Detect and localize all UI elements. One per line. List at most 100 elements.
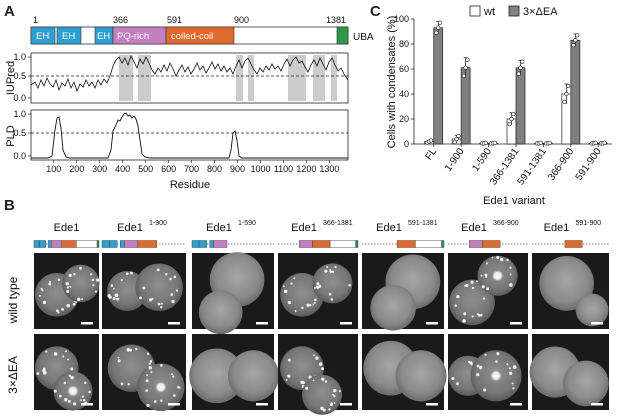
condensate-blob [491, 269, 504, 282]
pld-xtick-label: 1000 [250, 164, 270, 174]
schematic-segment [213, 240, 228, 248]
condensate-punctum [314, 298, 317, 302]
condensate-blob [154, 381, 167, 394]
yeast-cell [312, 263, 353, 304]
condensate-punctum [92, 284, 95, 287]
pld-xtick-label: 1100 [274, 164, 293, 174]
iupred-shade [331, 55, 337, 101]
condensate-punctum [471, 315, 474, 318]
condensate-punctum [451, 377, 455, 381]
condensate-punctum [496, 352, 500, 356]
condensate-punctum [116, 297, 120, 301]
iupred-ytick-label: 1.0 [13, 52, 26, 62]
condensate-punctum [175, 289, 179, 292]
condensate-punctum [79, 399, 82, 401]
condensate-punctum [48, 280, 51, 284]
condensate-punctum [90, 273, 93, 276]
schematic-segment [33, 240, 40, 248]
condensate-punctum [82, 398, 86, 402]
panel-c-letter: C [370, 3, 381, 20]
condensate-punctum [282, 285, 285, 288]
iupred-shade [236, 55, 243, 101]
micrograph-titles: Ede1 Ede1 1-900 Ede1 1-590 Ede1 366-1381 Ede1 59… [54, 220, 602, 234]
scale-bar [340, 403, 352, 406]
condensate-punctum [129, 348, 133, 352]
variant-title: Ede1 [54, 222, 80, 234]
condensate-punctum [160, 305, 163, 309]
condensate-punctum [322, 408, 326, 412]
condensate-punctum [508, 367, 511, 370]
x-tick-label: 1-590 [470, 146, 494, 174]
condensate-punctum [62, 355, 65, 358]
schematic-segment [61, 240, 77, 248]
condensate-punctum [463, 312, 467, 316]
yeast-cell [198, 290, 243, 335]
row-label-wild-type: wild type [6, 276, 20, 324]
condensate-punctum [171, 373, 174, 376]
schematic-segment [119, 240, 125, 248]
replicate-point [461, 73, 466, 78]
condensate-punctum [40, 287, 43, 290]
condensate-punctum [470, 363, 473, 366]
condensate-punctum [58, 394, 62, 398]
condensate-punctum [485, 262, 489, 265]
legend-label-3xdea: 3×ΔEA [523, 6, 558, 18]
scale-bar [256, 322, 268, 325]
condensate-punctum [172, 375, 175, 378]
scale-bar [591, 403, 603, 406]
condensate-punctum [88, 390, 91, 394]
condensate-punctum [146, 374, 149, 377]
replicate-point [428, 138, 434, 143]
condensate-punctum [334, 266, 337, 269]
condensate-punctum [148, 362, 151, 365]
y-tick-label: 100 [394, 14, 409, 24]
condensate-punctum [173, 275, 177, 279]
condensate-punctum [127, 383, 130, 386]
schematic-segment [191, 240, 200, 248]
legend-swatch-wt [469, 5, 481, 17]
replicate-point [454, 136, 459, 142]
scale-bar [168, 403, 180, 406]
variant-title: Ede1 [376, 222, 402, 234]
condensate-punctum [57, 278, 61, 282]
y-tick-label: 0 [404, 139, 409, 149]
variant-title: Ede1 [117, 222, 143, 234]
condensate-punctum [318, 284, 322, 288]
condensate-punctum [313, 354, 315, 357]
condensate-punctum [287, 300, 292, 305]
variant-title: Ede1 [291, 222, 317, 234]
pld-xtick-label: 500 [138, 164, 153, 174]
pld-frame [30, 109, 349, 161]
chart-ylabel: Cells with condensates (%) [386, 16, 398, 149]
scale-bar [168, 322, 180, 325]
condensate-punctum [66, 303, 71, 308]
pld-xtick-label: 200 [69, 164, 84, 174]
condensate-punctum [96, 278, 100, 282]
replicate-point [516, 71, 521, 76]
bar-3xdea [515, 67, 526, 145]
iupred-trace [30, 54, 349, 93]
condensate-punctum [38, 294, 41, 297]
condensate-punctum [312, 379, 315, 382]
micrograph-images [34, 252, 609, 415]
condensate-punctum [512, 387, 515, 390]
iupred-plot: 0.0 0.5 1.0 IUPred [5, 52, 349, 104]
condensate-punctum [320, 406, 324, 411]
condensate-punctum [156, 268, 160, 272]
variant-title-superscript: 591-1381 [408, 220, 438, 227]
condensate-punctum [153, 400, 157, 403]
replicate-point [483, 140, 488, 145]
condensate-punctum [160, 364, 163, 367]
condensate-punctum [483, 388, 487, 392]
condensate-punctum [321, 377, 325, 381]
condensate-punctum [42, 300, 47, 305]
condensate-punctum [333, 395, 336, 398]
panel-a-letter: A [4, 3, 15, 20]
iupred-ytick-label: 0.0 [13, 93, 26, 103]
pld-ytick-label: 0.5 [13, 128, 26, 138]
condensate-punctum [285, 378, 288, 381]
condensate-punctum [67, 399, 71, 403]
condensate-punctum [509, 273, 512, 276]
schematic-segment [198, 240, 207, 248]
scale-bar [510, 403, 522, 406]
